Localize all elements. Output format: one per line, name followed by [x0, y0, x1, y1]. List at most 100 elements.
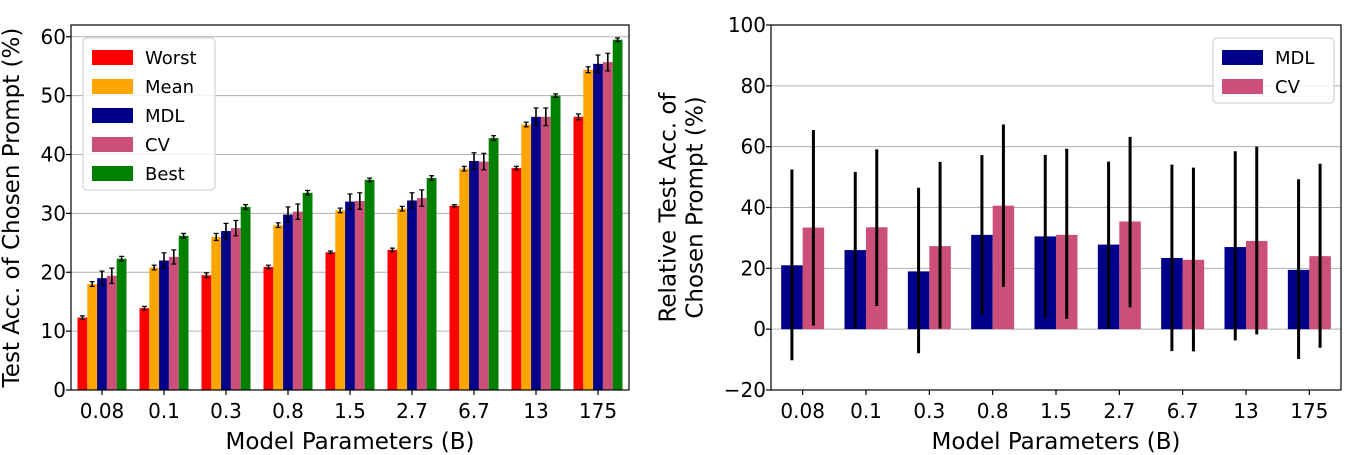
x-tick-label: 0.08 — [780, 399, 825, 423]
y-tick-label: 30 — [41, 201, 66, 225]
bar-best — [364, 179, 375, 390]
x-tick-label: 6.7 — [458, 399, 490, 423]
bar-mdl — [97, 278, 107, 390]
chart-panel-2: −20 0 20 40 60 80 100 0.08 0.1 0.3 0.8 1.5 2.7 6.7 13 1… — [656, 13, 1342, 455]
bar-cv — [478, 161, 489, 390]
bar-worst — [325, 252, 336, 390]
bar-mean — [149, 267, 160, 390]
y-tick-label: 100 — [728, 13, 766, 37]
x-tick-label: 175 — [579, 399, 617, 423]
bar-worst — [201, 275, 212, 390]
legend-label-best: Best — [145, 164, 185, 185]
bar-mdl — [407, 200, 417, 390]
bar-mean — [397, 208, 408, 390]
bar-best — [116, 258, 127, 390]
bar-worst — [139, 308, 150, 390]
y-tick-label: 60 — [741, 135, 766, 159]
x-tick-label: 0.08 — [80, 399, 125, 423]
bar-worst — [387, 249, 398, 390]
x-tick-label: 0.8 — [272, 399, 304, 423]
x-tick-label: 0.1 — [850, 399, 882, 423]
bar-mdl — [221, 231, 231, 390]
x-tick-label: 0.8 — [977, 399, 1009, 423]
y-tick-label: 0 — [53, 378, 66, 402]
y-axis-label-line: Test Acc. of Chosen Prompt (%) — [0, 28, 25, 389]
y-tick-label: 80 — [741, 74, 766, 98]
y-axis-label: Test Acc. of Chosen Prompt (%) — [0, 28, 25, 389]
bar-mean — [335, 210, 346, 390]
bar-best — [302, 192, 313, 390]
bar-mean — [521, 124, 532, 390]
y-axis-label: Relative Test Acc. ofChosen Prompt (%) — [656, 92, 709, 323]
y-tick-label: 0 — [753, 317, 766, 341]
legend-label-mdl: MDL — [145, 106, 184, 127]
y-tick-label: 50 — [41, 84, 66, 108]
legend-label-worst: Worst — [145, 48, 197, 69]
x-tick-label: 0.1 — [148, 399, 180, 423]
x-tick-label: 6.7 — [1167, 399, 1199, 423]
legend-label-mean: Mean — [145, 77, 194, 98]
bar-cv — [168, 256, 179, 390]
x-tick-label: 1.5 — [1040, 399, 1072, 423]
bar-mdl — [159, 260, 169, 390]
bar-mean — [583, 69, 594, 390]
y-tick-label: 20 — [741, 256, 766, 280]
x-axis-label: Model Parameters (B) — [225, 429, 474, 455]
bar-worst — [511, 168, 522, 390]
legend-swatch-mean — [92, 79, 133, 94]
bar-mdl — [345, 201, 355, 390]
legend-swatch-cv — [1222, 79, 1263, 94]
bar-cv — [106, 275, 117, 390]
legend-swatch-worst — [92, 50, 133, 65]
bar-best — [488, 138, 499, 390]
x-tick-label: 13 — [523, 399, 548, 423]
bar-mean — [459, 168, 470, 390]
x-tick-label: 2.7 — [396, 399, 428, 423]
bar-cv — [602, 62, 613, 390]
y-tick-label: −20 — [724, 378, 766, 402]
bar-cv — [230, 228, 241, 390]
bar-cv — [540, 116, 551, 390]
bar-worst — [77, 317, 88, 390]
y-axis-label-line: Relative Test Acc. of — [656, 92, 682, 323]
bar-best — [550, 95, 561, 390]
x-axis-label: Model Parameters (B) — [931, 429, 1180, 455]
y-tick-label: 40 — [741, 196, 766, 220]
bar-best — [612, 39, 623, 390]
x-tick-label: 13 — [1233, 399, 1258, 423]
x-tick-label: 1.5 — [334, 399, 366, 423]
bar-mdl — [283, 214, 293, 390]
legend-swatch-cv — [92, 137, 133, 152]
y-tick-label: 10 — [41, 319, 66, 343]
x-tick-label: 0.3 — [210, 399, 242, 423]
y-axis-label-line: Chosen Prompt (%) — [683, 96, 709, 318]
bar-cv — [292, 211, 303, 390]
legend-swatch-mdl — [1222, 50, 1263, 65]
legend-swatch-mdl — [92, 108, 133, 123]
bar-cv — [354, 201, 365, 390]
bar-mdl — [531, 116, 541, 390]
bar-cv — [416, 198, 427, 390]
y-tick-label: 20 — [41, 260, 66, 284]
x-tick-label: 2.7 — [1103, 399, 1135, 423]
legend-label-cv: CV — [1275, 77, 1301, 98]
bar-best — [426, 178, 437, 390]
bar-mean — [273, 225, 284, 390]
bar-best — [178, 235, 189, 390]
legend-label-mdl: MDL — [1275, 48, 1314, 69]
bar-mdl — [593, 63, 603, 391]
legend-label-cv: CV — [145, 135, 171, 156]
bar-best — [240, 206, 251, 390]
bar-mean — [87, 284, 98, 390]
y-tick-label: 40 — [41, 143, 66, 167]
legend-swatch-best — [92, 166, 133, 181]
bar-worst — [573, 116, 584, 390]
bar-worst — [263, 266, 274, 390]
bar-worst — [449, 205, 460, 390]
x-tick-label: 175 — [1290, 399, 1328, 423]
bar-mean — [211, 236, 222, 390]
bar-mdl — [469, 160, 479, 390]
x-tick-label: 0.3 — [913, 399, 945, 423]
chart-panel-1: 0 10 20 30 40 50 60 0.08 0.1 0.3 0.8 1.5 2.7 6.7 13 175… — [0, 24, 630, 455]
